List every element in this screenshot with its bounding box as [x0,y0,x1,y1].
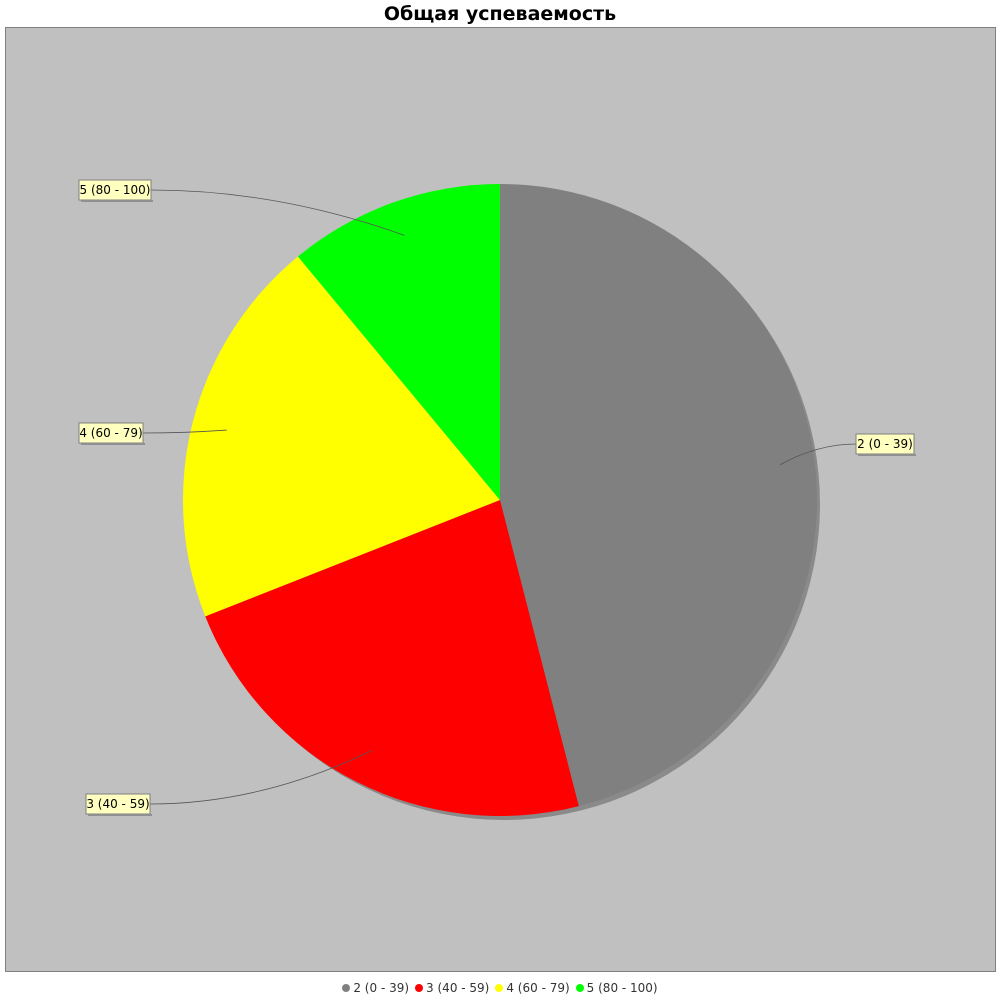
pie-slice [183,256,500,617]
pie-slice [205,500,579,816]
legend-label: 4 (60 - 79) [506,981,570,995]
legend-swatch [342,984,351,992]
legend-item: 5 (80 - 100) [575,981,658,995]
slice-label-shadow [858,454,916,456]
legend-item: 3 (40 - 59) [415,981,489,995]
legend-item: 2 (0 - 39) [342,981,409,995]
legend-swatch [575,984,584,992]
legend-item: 4 (60 - 79) [495,981,570,995]
slice-label-shadow [88,814,152,816]
slice-label: 4 (60 - 79) [79,426,142,440]
slice-label: 2 (0 - 39) [857,437,913,451]
legend-swatch [415,984,424,992]
chart-legend: 2 (0 - 39) 3 (40 - 59) 4 (60 - 79) 5 (80 - … [0,978,1000,998]
label-leader-line [779,443,857,466]
label-leader-line [149,750,373,805]
legend-label: 5 (80 - 100) [586,981,658,995]
legend-swatch [495,984,504,992]
pie-slice [500,184,817,807]
chart-title: Общая успеваемость [383,3,617,25]
legend-label: 2 (0 - 39) [353,981,410,995]
legend-label: 3 (40 - 59) [426,981,490,995]
label-leader-line [150,189,405,236]
slice-label: 5 (80 - 100) [80,183,151,197]
slice-label: 3 (40 - 59) [86,797,149,811]
label-leader-line [142,429,227,434]
slice-label-shadow [81,200,153,202]
slice-label-shadow [81,443,145,445]
pie-slice [297,184,500,500]
